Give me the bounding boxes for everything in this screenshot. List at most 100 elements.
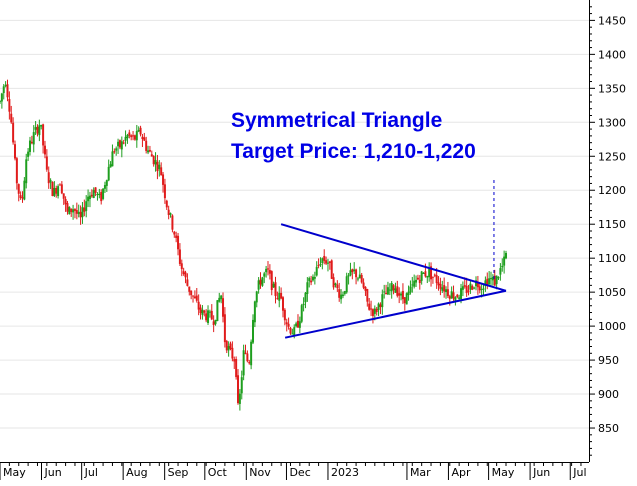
candle-body (364, 286, 367, 291)
x-tick-label: May (492, 466, 515, 479)
candle-body (27, 151, 30, 157)
candle-body (450, 291, 453, 299)
candle-body (57, 186, 60, 197)
candle-body (458, 297, 461, 300)
candle-body (47, 172, 50, 184)
candle-body (289, 327, 292, 334)
candle-body (400, 293, 403, 296)
candle-body (113, 151, 116, 153)
candle-body (210, 310, 213, 320)
candle-body (403, 297, 406, 304)
candle-body (34, 127, 37, 130)
candle-body (167, 209, 170, 215)
candle-body (173, 231, 176, 235)
candle-body (377, 303, 380, 310)
candle-body (415, 279, 418, 283)
candle-body (313, 276, 316, 279)
candle-body (461, 286, 464, 290)
candle-body (426, 275, 429, 278)
y-tick-label: 900 (598, 388, 619, 401)
candle-body (40, 124, 43, 127)
triangle-lower-line (284, 289, 507, 339)
x-tick-label: Jun (532, 466, 550, 479)
candle-body (118, 140, 121, 148)
candle-body (296, 320, 299, 328)
x-tick-label: Sep (168, 466, 189, 479)
candle-body (473, 287, 476, 289)
candle-body (77, 211, 80, 214)
candle-body (424, 271, 427, 277)
candle-body (315, 266, 318, 276)
candle-body (147, 150, 150, 153)
candle-body (407, 291, 410, 296)
y-tick-label: 1150 (598, 218, 626, 231)
candles (0, 79, 508, 411)
candle-body (486, 278, 489, 286)
candle-body (491, 277, 494, 281)
candle-body (368, 303, 371, 310)
candle-body (401, 290, 404, 300)
candle-body (216, 300, 219, 322)
candle-body (386, 287, 389, 295)
candle-body (229, 343, 232, 349)
candle-body (207, 310, 210, 323)
candle-body (490, 278, 493, 280)
candle-body (325, 260, 328, 264)
candle-body (306, 282, 309, 295)
candle-body (431, 276, 434, 278)
candle-body (150, 154, 153, 157)
candle-body (467, 290, 470, 292)
candle-body (66, 203, 69, 212)
candle-body (87, 196, 90, 202)
candle-body (439, 284, 442, 289)
candle-body (197, 301, 200, 310)
candle-body (190, 290, 193, 296)
candle-body (283, 309, 286, 321)
axes: 850 900 950 1000 1050 1100 1150 1200 1250 1300 135… (0, 0, 626, 480)
candle-body (0, 93, 3, 102)
candle-body (169, 213, 172, 215)
candle-body (23, 180, 26, 200)
candle-body (480, 288, 483, 290)
candle-body (482, 288, 485, 290)
candle-body (4, 85, 7, 87)
candle-body (154, 160, 157, 165)
candle-body (422, 273, 425, 275)
candle-body (58, 184, 61, 186)
candle-body (68, 206, 71, 215)
candle-body (385, 292, 388, 295)
candle-body (499, 268, 502, 275)
candle-body (433, 274, 436, 276)
candle-body (160, 167, 163, 176)
candle-body (430, 266, 433, 280)
candle-body (193, 296, 196, 299)
candle-body (420, 271, 423, 281)
candle-body (2, 86, 5, 94)
x-tick-label: 2023 (331, 466, 359, 479)
candle-body (356, 278, 359, 280)
candle-body (355, 269, 358, 278)
candle-body (266, 268, 269, 270)
candle-body (100, 192, 103, 202)
candle-body (311, 276, 314, 281)
candle-body (225, 340, 228, 351)
candle-body (505, 252, 508, 259)
candle-body (295, 323, 298, 327)
candle-body (92, 189, 95, 198)
candle-body (319, 264, 322, 266)
candle-body (465, 285, 468, 294)
candle-body (242, 350, 245, 376)
candle-body (139, 127, 142, 135)
candle-body (248, 361, 251, 364)
candle-body (51, 181, 54, 197)
candle-body (390, 282, 393, 292)
candle-body (60, 184, 63, 194)
annotation-line-2: Target Price: 1,210-1,220 (231, 140, 476, 163)
candle-body (201, 309, 204, 315)
candle-body (370, 308, 373, 310)
y-tick-label: 1300 (598, 116, 626, 129)
candle-body (285, 322, 288, 325)
x-tick-label: Jun (43, 466, 61, 479)
candle-body (338, 289, 341, 298)
